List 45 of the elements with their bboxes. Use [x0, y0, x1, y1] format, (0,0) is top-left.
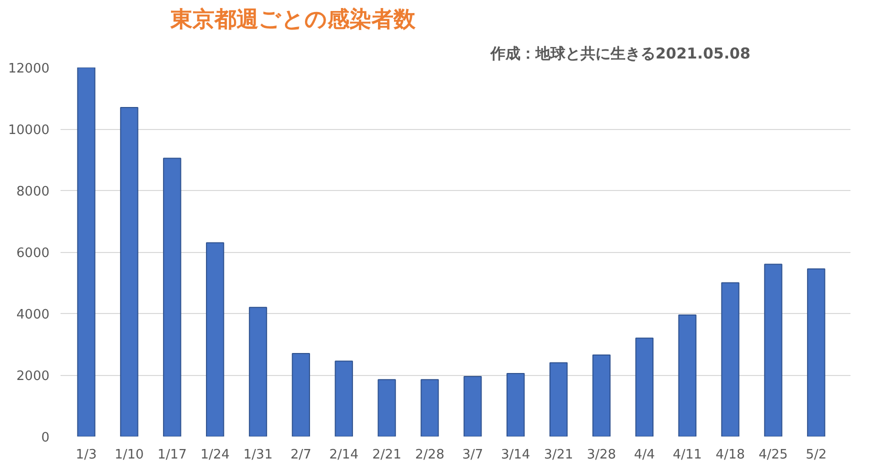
x-tick-label: 3/14 [501, 448, 530, 462]
x-tick-label: 2/7 [290, 448, 312, 462]
bar [292, 352, 310, 436]
bar [807, 268, 826, 436]
y-tick-label: 2000 [16, 369, 50, 384]
bar [635, 338, 654, 436]
y-tick-label: 10000 [8, 123, 50, 138]
x-tick-label: 3/28 [586, 448, 616, 462]
bar [163, 158, 182, 436]
bar [248, 306, 268, 436]
y-tick-label: 6000 [16, 246, 50, 261]
x-tick-label: 5/2 [806, 448, 827, 462]
chart-subtitle: 作成：地球と共に生きる2021.05.08 [490, 44, 750, 62]
x-tick-label: 1/17 [158, 448, 187, 462]
x-tick-label: 4/18 [716, 448, 745, 462]
bar [721, 282, 740, 436]
bar [77, 68, 96, 436]
bar [464, 376, 482, 436]
bar [764, 264, 782, 436]
x-tick-label: 1/31 [243, 448, 273, 462]
bar [378, 379, 396, 436]
y-tick-label: 0 [41, 430, 50, 446]
bar [592, 354, 611, 436]
x-tick-label: 4/25 [758, 448, 788, 462]
x-tick-label: 3/7 [462, 448, 484, 462]
x-tick-label: 3/21 [544, 448, 574, 462]
bar [506, 372, 525, 436]
y-tick-label: 12000 [8, 62, 50, 76]
bar [549, 362, 568, 436]
y-tick-label: 4000 [16, 308, 50, 322]
x-tick-label: 2/28 [415, 448, 444, 462]
chart-title: 東京都週ごとの感染者数 [170, 6, 416, 32]
x-tick-label: 4/4 [634, 448, 655, 462]
x-tick-label: 1/24 [200, 448, 230, 462]
bar [678, 314, 696, 436]
x-tick-label: 4/11 [672, 448, 702, 462]
x-tick-label: 1/10 [114, 448, 144, 462]
y-tick-label: 8000 [16, 184, 50, 200]
bar [206, 242, 224, 436]
bar [120, 106, 138, 436]
x-tick-label: 2/21 [372, 448, 402, 462]
bar [420, 379, 439, 436]
x-tick-label: 1/3 [76, 448, 97, 462]
x-tick-label: 2/14 [329, 448, 358, 462]
bar [334, 360, 353, 436]
